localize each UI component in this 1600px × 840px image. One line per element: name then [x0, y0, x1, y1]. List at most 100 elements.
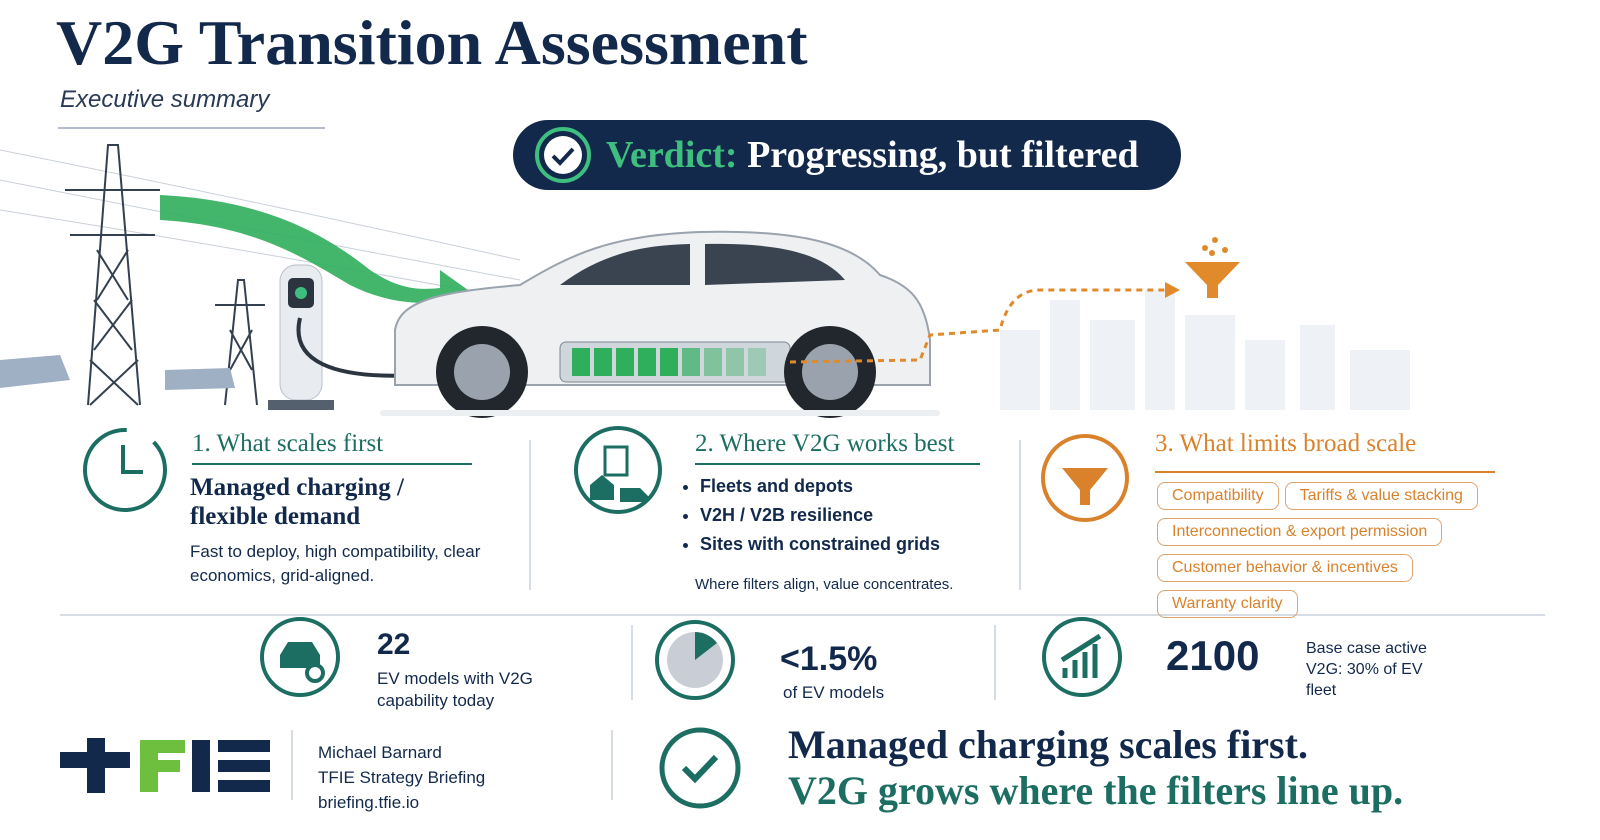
city-skyline-part: [1245, 340, 1285, 410]
column-note: Where filters align, value concentrates.: [695, 576, 954, 593]
column-heading: 2. Where V2G works best: [695, 430, 955, 457]
bullet: Sites with constrained grids: [700, 534, 940, 555]
city-skyline-part: [1350, 350, 1410, 410]
car-part: [802, 344, 858, 400]
pylon-part: [87, 144, 141, 406]
stat-value: 22: [377, 628, 411, 661]
solar-panels-part: [0, 355, 70, 388]
bullet-list: Fleets and depots V2H / V2B resilience Sit…: [682, 476, 940, 563]
verdict-pill-part: [551, 147, 575, 166]
stat-icons-part: [280, 642, 320, 668]
car-part-part: [638, 348, 656, 376]
column-icons-part: [603, 445, 629, 477]
charger-part: [268, 400, 334, 410]
author-line: briefing.tfie.io: [318, 793, 420, 812]
car-part-part: [704, 348, 722, 376]
funnel-icon: [1185, 237, 1240, 298]
car-part: [572, 348, 766, 376]
car-part-part: [726, 348, 744, 376]
flow-arrow: [789, 288, 1165, 364]
author-line: TFIE Strategy Briefing: [318, 768, 486, 787]
tfie-logo-part: [87, 738, 105, 793]
tfie-logo: [60, 738, 270, 793]
verdict-text: Progressing, but filtered: [747, 134, 1139, 176]
column-icons-part: [574, 426, 662, 514]
charger-part: [295, 287, 307, 299]
dividers: [60, 440, 1545, 800]
pylon-part: [215, 279, 265, 406]
conclusion-line: Managed charging scales first.: [788, 722, 1308, 767]
column-icons-part: [83, 428, 167, 512]
city-skyline-part: [1050, 300, 1080, 410]
title: V2G Transition Assessment: [56, 7, 808, 78]
car-part: [454, 344, 510, 400]
column-icons-part: [121, 445, 143, 474]
stat-caption: of EV models: [783, 683, 885, 702]
funnel-icon-part: [1209, 250, 1215, 256]
stat-icons: [260, 617, 1122, 700]
city-skyline-part: [1300, 325, 1335, 410]
car-part-part: [748, 348, 766, 376]
city-skyline-part: [1145, 290, 1175, 410]
tfie-logo-part: [192, 740, 210, 792]
stat-value: 2100: [1166, 632, 1260, 679]
stat-caption: Base case active V2G: 30% of EV fleet: [1306, 640, 1427, 699]
pylon-part: [65, 189, 160, 406]
pylon: [65, 144, 265, 406]
author-line: Michael Barnard: [318, 743, 442, 762]
car-part-part: [660, 348, 678, 376]
verdict-pill-part: [535, 127, 591, 183]
funnel-icon-part: [1185, 262, 1240, 298]
check-icon-part: [659, 727, 741, 809]
funnel-icon-part: [1212, 237, 1218, 243]
city-skyline-part: [1090, 320, 1135, 410]
stat-value: <1.5%: [780, 640, 878, 678]
column-icons-part: [1062, 468, 1108, 505]
heading-rules: [192, 463, 1495, 473]
author-block: Michael Barnard TFIE Strategy Briefing bri…: [318, 740, 485, 815]
tfie-logo-part: [218, 780, 270, 792]
funnel-icon-part: [1202, 245, 1208, 251]
funnel-icon-part: [1222, 247, 1228, 253]
flow-arrowhead: [1165, 282, 1180, 298]
verdict: Verdict: Progressing, but filtered: [606, 133, 1139, 177]
bullet: Fleets and depots: [700, 476, 940, 497]
column-body: Fast to deploy, high compatibility, clea…: [190, 542, 481, 585]
check-icon: [659, 727, 741, 809]
solar-panels: [0, 355, 235, 390]
conclusion: Managed charging scales first. V2G grows…: [788, 722, 1403, 814]
verdict-pill: [513, 120, 1181, 190]
tfie-logo-part: [140, 740, 185, 792]
tfie-logo-part: [218, 740, 270, 752]
stat-icons-part: [1042, 617, 1122, 697]
car-part: [560, 243, 845, 285]
conclusion-line: V2G grows where the filters line up.: [788, 768, 1404, 813]
check-icon-part: [681, 754, 719, 784]
column-icons: [83, 426, 1129, 522]
car-part: [380, 410, 940, 416]
car-part-part: [682, 348, 700, 376]
tag-list: Compatibility Tariffs & value stacking Int…: [1157, 482, 1527, 626]
tag: Interconnection & export permission: [1157, 518, 1443, 546]
power-lines-part: [0, 149, 521, 261]
car-part-part: [594, 348, 612, 376]
column-heading: 3. What limits broad scale: [1155, 430, 1417, 457]
car-part-part: [616, 348, 634, 376]
verdict-pill-part: [513, 120, 1181, 190]
city-skyline-part: [1000, 330, 1040, 410]
stat-caption: EV models with V2G capability today: [377, 669, 533, 710]
stat-icons-part: [1060, 633, 1102, 678]
energy-arrow: [160, 195, 475, 320]
bullet: V2H / V2B resilience: [700, 505, 940, 526]
tag: Customer behavior & incentives: [1157, 554, 1413, 582]
tfie-logo-part: [218, 760, 270, 772]
column-icons-part: [1041, 434, 1129, 522]
city-skyline: [1000, 290, 1410, 410]
stat-icons-part: [655, 620, 735, 700]
solar-panels-part: [165, 368, 235, 390]
city-skyline-part: [1185, 315, 1235, 410]
column-subheading: Managed charging / flexible demand: [190, 474, 404, 530]
car: [380, 230, 940, 418]
